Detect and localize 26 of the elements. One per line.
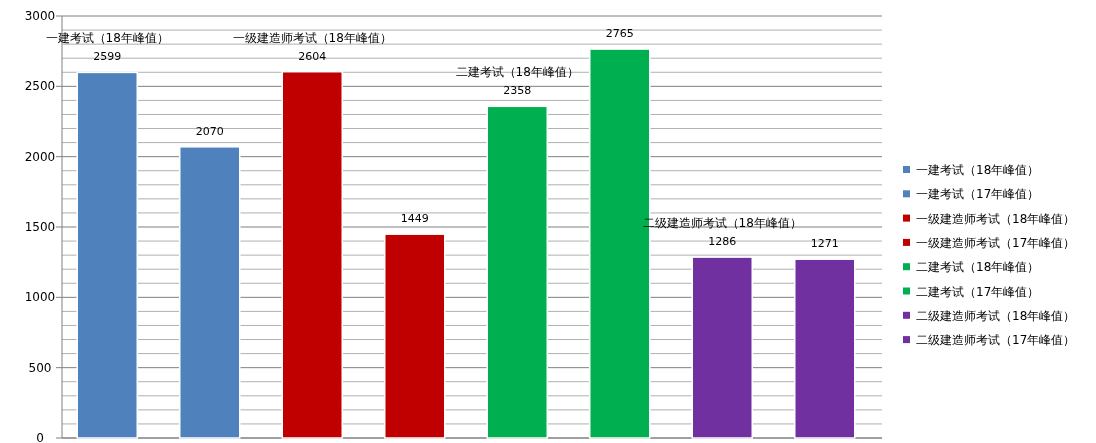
y-tick-label: 3000	[24, 9, 56, 23]
y-tick-label: 0	[36, 431, 44, 443]
data-label: 1286	[708, 235, 737, 249]
data-label: 1449	[400, 212, 429, 226]
legend-label: 一级建造师考试（18年峰值）	[916, 211, 1076, 226]
y-tick-label: 500	[28, 360, 52, 375]
legend-label: 二建考试（18年峰值）	[916, 260, 1040, 275]
data-label: 2604	[298, 49, 327, 63]
legend-label: 二级建造师考试（18年峰值）	[916, 308, 1076, 323]
legend-label: 二建考试（17年峰值）	[916, 284, 1040, 299]
data-label: 2070	[195, 124, 224, 138]
annotation: 二建考试（18年峰值）	[455, 65, 579, 80]
annotation: 一建考试（18年峰值）	[45, 31, 169, 46]
data-label: 2599	[93, 50, 122, 64]
legend-label: 一建考试（17年峰值）	[916, 187, 1040, 202]
data-label: 1271	[810, 237, 839, 251]
y-tick-label: 1000	[24, 290, 56, 305]
y-tick-label: 2500	[24, 79, 56, 94]
data-label: 2765	[605, 27, 634, 41]
annotation: 一级建造师考试（18年峰值）	[232, 30, 392, 45]
y-tick-label: 1500	[24, 220, 56, 234]
y-tick-label: 2000	[24, 149, 56, 164]
data-label: 2358	[503, 84, 532, 98]
legend-label: 一建考试（18年峰值）	[916, 163, 1040, 177]
legend-label: 一级建造师考试（17年峰值）	[916, 235, 1076, 250]
legend-label: 二级建造师考试（17年峰值）	[916, 333, 1076, 348]
